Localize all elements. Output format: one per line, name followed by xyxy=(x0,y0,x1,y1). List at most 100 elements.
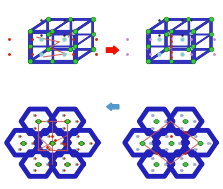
Point xyxy=(150,169,153,172)
Point xyxy=(164,120,168,123)
Point xyxy=(166,148,169,151)
Point xyxy=(154,121,158,124)
Point xyxy=(62,52,65,55)
Point xyxy=(92,31,96,34)
Point xyxy=(140,142,143,145)
Point xyxy=(28,45,32,48)
Point xyxy=(61,156,64,159)
Point xyxy=(33,156,37,159)
Point xyxy=(158,33,161,36)
Point xyxy=(150,126,153,129)
Point xyxy=(32,169,35,172)
Point xyxy=(17,148,21,151)
Point xyxy=(140,141,143,144)
Point xyxy=(49,31,53,34)
Point xyxy=(61,113,64,116)
Point xyxy=(36,163,40,166)
Point xyxy=(68,18,72,21)
Point xyxy=(36,120,40,123)
FancyArrow shape xyxy=(106,46,119,54)
Point xyxy=(146,45,150,48)
Point xyxy=(62,18,65,21)
Point xyxy=(183,152,187,155)
Point xyxy=(180,37,184,40)
Point xyxy=(179,113,183,116)
Point xyxy=(67,163,71,166)
Point xyxy=(36,119,40,122)
Point xyxy=(156,120,160,123)
Point xyxy=(179,141,182,144)
Point xyxy=(179,126,183,129)
Point xyxy=(30,52,33,55)
Point xyxy=(27,46,30,49)
Point xyxy=(49,141,52,144)
Point xyxy=(45,146,48,149)
Point xyxy=(180,113,184,116)
Point xyxy=(135,148,139,151)
Point xyxy=(164,163,168,166)
Point xyxy=(18,148,22,151)
Point xyxy=(65,119,69,122)
Point xyxy=(75,148,79,151)
Point xyxy=(91,33,95,36)
Point xyxy=(34,163,38,166)
Point xyxy=(51,141,54,144)
Point xyxy=(195,148,198,151)
Point xyxy=(169,134,172,137)
Point xyxy=(163,120,167,123)
Point xyxy=(210,46,214,49)
Point xyxy=(179,156,183,159)
Point xyxy=(33,126,37,129)
Point xyxy=(45,163,48,166)
Point xyxy=(63,163,67,166)
Point xyxy=(167,46,171,49)
Point xyxy=(169,45,172,48)
Point xyxy=(158,52,161,55)
Point xyxy=(169,40,172,43)
Point xyxy=(198,141,201,144)
Point xyxy=(62,37,65,40)
Point xyxy=(68,48,72,51)
Point xyxy=(146,60,150,63)
Point xyxy=(22,141,25,144)
Point xyxy=(183,119,187,122)
Point xyxy=(164,135,168,138)
Point xyxy=(92,46,96,49)
Point xyxy=(154,162,158,165)
Point xyxy=(181,120,185,123)
Point xyxy=(167,31,171,34)
Point xyxy=(150,156,153,159)
Point xyxy=(145,31,149,34)
Point xyxy=(71,19,74,22)
Point xyxy=(7,52,11,55)
Point xyxy=(20,141,23,144)
Point xyxy=(46,163,50,166)
Point xyxy=(154,119,158,122)
Point xyxy=(62,143,66,146)
Point xyxy=(78,141,81,144)
Point xyxy=(47,148,51,151)
Point xyxy=(46,33,50,36)
Point xyxy=(183,120,187,123)
Point xyxy=(7,37,11,40)
Point xyxy=(46,135,50,138)
Point xyxy=(36,121,40,124)
Point xyxy=(22,141,25,144)
Point xyxy=(191,60,195,63)
Point xyxy=(49,140,53,143)
Point xyxy=(180,33,184,36)
Point xyxy=(61,169,64,172)
Point xyxy=(140,141,143,144)
Point xyxy=(80,142,83,145)
Point xyxy=(30,37,33,40)
Point xyxy=(73,30,77,33)
Point xyxy=(34,120,38,123)
Point xyxy=(183,163,187,166)
Point xyxy=(36,162,40,165)
Point xyxy=(76,148,80,151)
Point xyxy=(179,169,183,172)
Point xyxy=(80,141,83,144)
Point xyxy=(189,31,192,34)
Point xyxy=(169,55,172,58)
Point xyxy=(154,120,158,123)
